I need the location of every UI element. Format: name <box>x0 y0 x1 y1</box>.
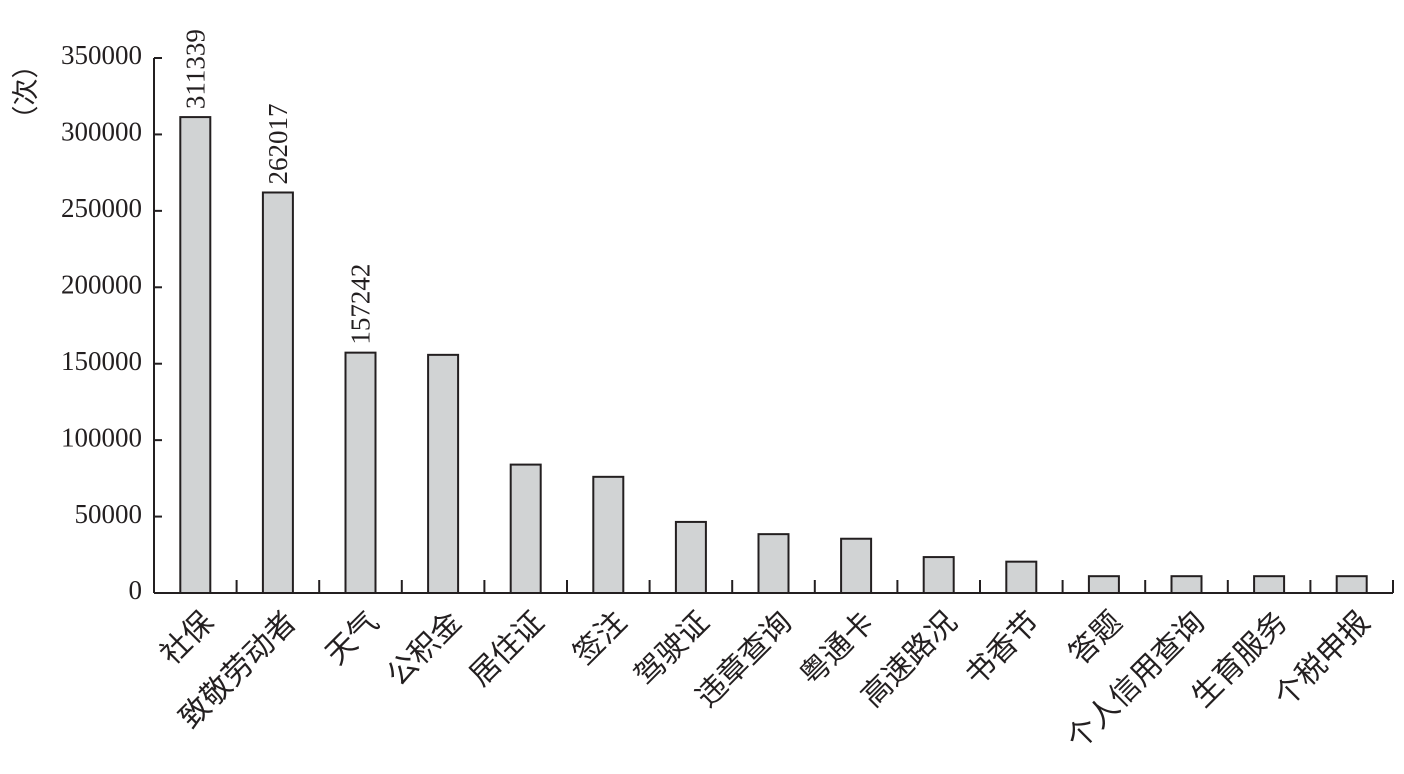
y-tick-label: 150000 <box>61 346 142 376</box>
bar-14 <box>1253 575 1286 595</box>
bar-8 <box>757 533 790 595</box>
bar-4 <box>427 353 460 594</box>
data-label: 311339 <box>180 29 210 109</box>
y-tick-label: 200000 <box>61 269 142 299</box>
bar-7 <box>674 520 707 595</box>
y-tick-label: 0 <box>129 575 143 605</box>
category-label: 天气 <box>320 605 386 671</box>
category-label: 书香节 <box>959 605 1046 692</box>
y-tick-label: 250000 <box>61 193 142 223</box>
bar-9 <box>840 537 873 595</box>
category-label: 公积金 <box>381 605 468 692</box>
category-label: 社保 <box>154 605 220 671</box>
bars <box>179 116 1368 595</box>
bar-11 <box>1005 560 1038 595</box>
x-axis-ticks <box>235 580 1394 593</box>
category-label: 答题 <box>1063 605 1129 671</box>
y-tick-label: 100000 <box>61 422 142 452</box>
bar-2 <box>261 191 294 594</box>
y-axis-ticks: 0 50000 100000 150000 200000 250000 300000 3500… <box>61 40 162 605</box>
data-labels: 311339 262017 157242 <box>180 29 375 345</box>
category-label: 签注 <box>567 605 633 671</box>
bar-10 <box>922 556 955 594</box>
bar-15 <box>1335 575 1368 595</box>
bar-6 <box>592 475 625 595</box>
bar-12 <box>1087 575 1120 595</box>
y-tick-label: 50000 <box>75 499 143 529</box>
bar-3 <box>344 351 377 594</box>
bar-5 <box>509 463 542 594</box>
bar-1 <box>179 116 212 594</box>
y-axis-unit-label: （次） <box>11 52 41 133</box>
bar-13 <box>1170 575 1203 595</box>
y-tick-label: 300000 <box>61 117 142 147</box>
data-label: 262017 <box>263 103 293 184</box>
data-label: 157242 <box>346 264 376 345</box>
category-label: 居住证 <box>464 605 551 692</box>
y-tick-label: 350000 <box>61 40 142 70</box>
